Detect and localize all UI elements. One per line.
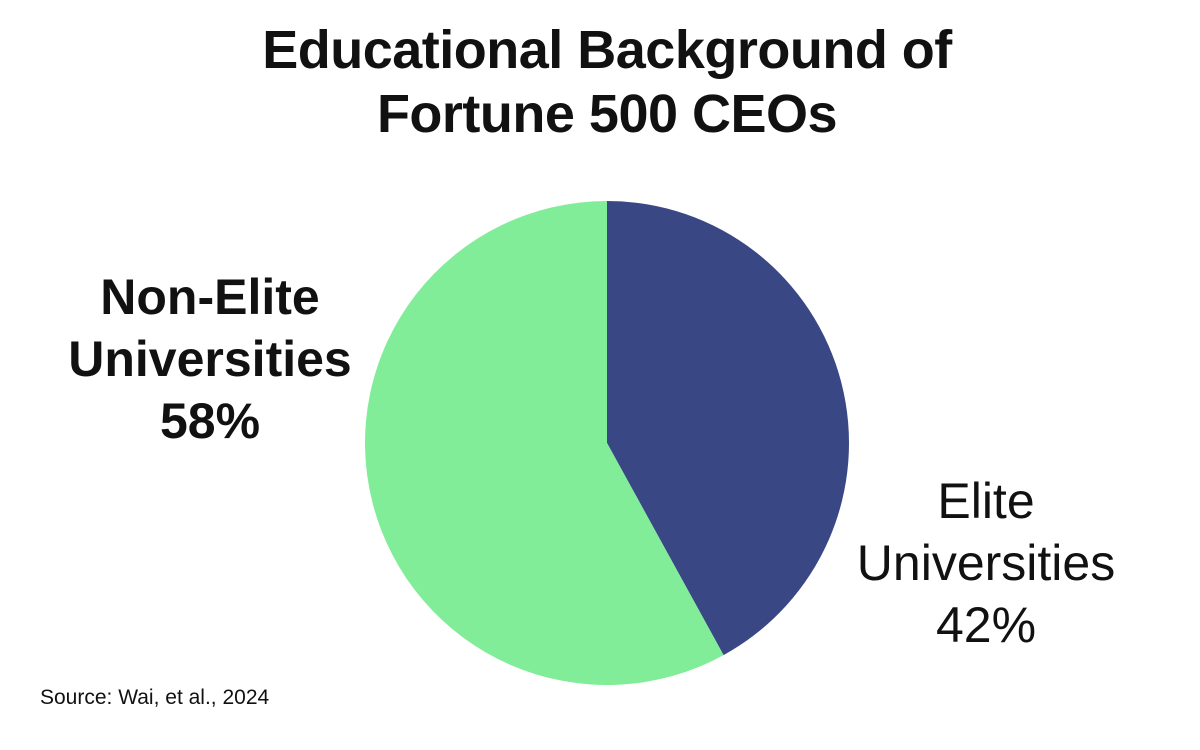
label-elite-universities: Elite Universities 42% [816, 470, 1156, 656]
label-elite-line-1: Elite [937, 473, 1035, 529]
label-elite-line-2: Universities [856, 535, 1116, 591]
pie-slices [365, 201, 850, 685]
pie-slice-elite-universities [607, 201, 850, 656]
label-non-elite-line-2: Universities [68, 331, 352, 387]
label-non-elite-value: 58% [159, 393, 261, 449]
chart-title-line-2: Fortune 500 CEOs [376, 84, 838, 144]
chart-title-line-1: Educational Background of [262, 20, 952, 80]
label-non-elite-universities: Non-Elite Universities 58% [30, 266, 390, 452]
source-note: Source: Wai, et al., 2024 [40, 686, 270, 709]
chart-title: Educational Background of Fortune 500 CE… [0, 18, 1200, 146]
label-elite-value: 42% [935, 597, 1037, 653]
label-non-elite-line-1: Non-Elite [100, 269, 320, 325]
pie-slice-non-elite-universities [365, 201, 724, 685]
